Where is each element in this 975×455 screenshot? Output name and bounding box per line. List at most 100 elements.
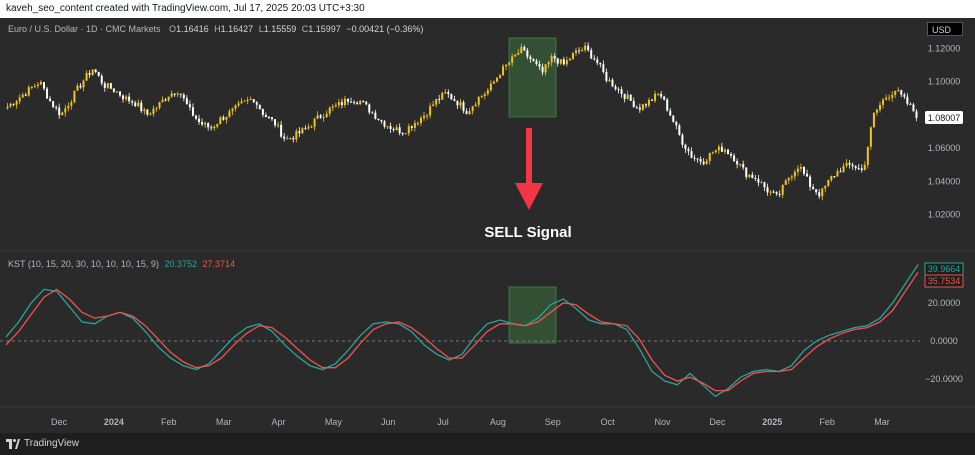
candle-body bbox=[176, 93, 179, 95]
candle-body bbox=[115, 91, 118, 93]
candle-body bbox=[693, 157, 696, 159]
candle-body bbox=[243, 100, 246, 102]
candle-body bbox=[459, 102, 462, 106]
kst-line bbox=[5, 264, 919, 398]
tradingview-logo[interactable]: TradingView bbox=[6, 438, 79, 449]
candle-body bbox=[699, 159, 702, 162]
candle-body bbox=[736, 161, 739, 165]
candle-body bbox=[672, 115, 675, 122]
candle-body bbox=[204, 123, 207, 125]
candle-body bbox=[88, 72, 91, 75]
candle-body bbox=[462, 102, 465, 112]
chart-svg[interactable]: SELL Signal 1.120001.100001.080001.06000… bbox=[0, 18, 975, 433]
candle-body bbox=[863, 164, 866, 171]
candle-body bbox=[593, 58, 596, 60]
candle-body bbox=[119, 91, 121, 96]
candle-body bbox=[292, 138, 295, 140]
candle-body bbox=[179, 93, 182, 95]
kst-axis[interactable]: 20.0000 0.0000 −20.0000 bbox=[925, 298, 963, 384]
candle-body bbox=[368, 104, 371, 113]
candle-body bbox=[380, 120, 383, 122]
candle-body bbox=[143, 109, 146, 112]
candle-body bbox=[529, 56, 532, 59]
time-tick-label: Dec bbox=[51, 417, 68, 427]
candle-body bbox=[24, 94, 27, 96]
candle-body bbox=[334, 105, 337, 107]
candle-body bbox=[553, 56, 556, 59]
candle-body bbox=[830, 176, 833, 180]
candle-body bbox=[739, 164, 742, 166]
candle-body bbox=[340, 102, 343, 106]
candle-body bbox=[295, 131, 298, 140]
candle-body bbox=[793, 171, 796, 177]
candle-body bbox=[234, 105, 237, 109]
candle-body bbox=[641, 104, 644, 110]
attribution-bar: kaveh_seo_content created with TradingVi… bbox=[0, 0, 975, 18]
candle-body bbox=[875, 109, 878, 113]
candle-body bbox=[839, 171, 842, 173]
candle-body bbox=[568, 58, 571, 61]
candle-body bbox=[720, 146, 723, 152]
candle-body bbox=[6, 106, 9, 109]
candle-body bbox=[231, 108, 234, 112]
candle-body bbox=[252, 99, 255, 103]
candle-body bbox=[134, 102, 137, 107]
candle-body bbox=[222, 117, 225, 120]
candle-body bbox=[651, 99, 653, 101]
close-value: 1.15997 bbox=[308, 24, 341, 34]
candle-body bbox=[106, 83, 109, 88]
candle-body bbox=[900, 90, 903, 95]
tradingview-logo-icon bbox=[6, 438, 20, 449]
currency-button[interactable]: USD bbox=[927, 22, 963, 36]
candle-body bbox=[456, 100, 459, 106]
chart-area[interactable]: SELL Signal 1.120001.100001.080001.06000… bbox=[0, 18, 975, 433]
candle-body bbox=[389, 126, 392, 129]
time-axis[interactable]: Dec 2024 Feb Mar Apr May Jun Jul Aug Sep Oct Nov Dec… bbox=[51, 417, 890, 427]
candle-body bbox=[571, 52, 574, 59]
candle-body bbox=[675, 121, 678, 126]
candle-body bbox=[638, 107, 641, 110]
candle-body bbox=[845, 163, 848, 166]
candle-body bbox=[140, 102, 143, 112]
candle-body bbox=[264, 114, 267, 118]
candle-body bbox=[663, 96, 666, 100]
candle-body bbox=[623, 93, 626, 99]
candle-body bbox=[812, 186, 815, 190]
candle-body bbox=[316, 115, 319, 119]
candle-body bbox=[307, 126, 310, 129]
candle-body bbox=[888, 97, 891, 99]
sell-signal-label: SELL Signal bbox=[484, 224, 571, 241]
candle-body bbox=[903, 94, 906, 97]
candle-body bbox=[286, 138, 289, 140]
price-axis[interactable]: 1.120001.100001.080001.060001.040001.020… bbox=[928, 43, 961, 219]
candle-body bbox=[39, 82, 42, 85]
candle-body bbox=[620, 89, 623, 94]
candle-body bbox=[438, 99, 441, 101]
sell-zone-highlight-kst bbox=[508, 286, 557, 344]
open-key: O bbox=[169, 24, 176, 34]
candle-body bbox=[690, 151, 693, 158]
candle-body bbox=[158, 102, 161, 108]
kst-legend-value: 20.3752 bbox=[164, 259, 197, 269]
candle-body bbox=[629, 94, 632, 101]
candle-body bbox=[599, 62, 602, 65]
candle-body bbox=[255, 102, 258, 105]
candle-body bbox=[866, 146, 869, 165]
candle-body bbox=[188, 104, 191, 108]
kst-tick-label: 20.0000 bbox=[928, 298, 961, 308]
low-value: 1.15559 bbox=[264, 24, 297, 34]
candle-body bbox=[70, 102, 73, 106]
candle-body bbox=[100, 75, 103, 84]
candle-body bbox=[730, 153, 733, 156]
candle-body bbox=[842, 165, 845, 172]
candle-body bbox=[702, 161, 705, 164]
candle-body bbox=[778, 194, 781, 196]
candle-body bbox=[137, 102, 140, 107]
candle-body bbox=[267, 117, 270, 119]
candle-body bbox=[508, 62, 511, 65]
candle-body bbox=[112, 88, 115, 92]
candle-body bbox=[161, 99, 164, 103]
open-value: 1.16416 bbox=[176, 24, 209, 34]
candle-body bbox=[164, 99, 167, 101]
kst-tick-label: 0.0000 bbox=[930, 336, 958, 346]
